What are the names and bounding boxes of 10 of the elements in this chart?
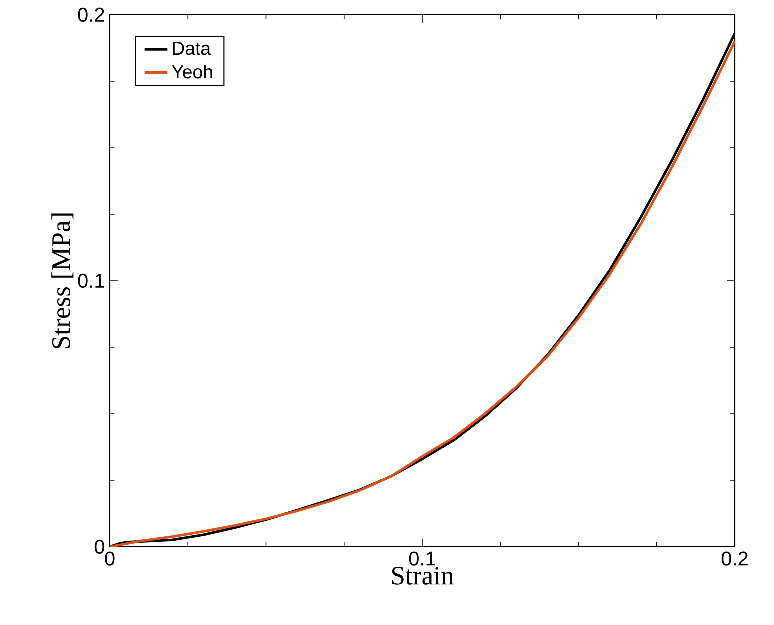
legend-label: Data: [173, 42, 212, 56]
x-tick-label: 0.1: [409, 552, 436, 566]
x-tick-label: 0.2: [722, 552, 748, 566]
x-tick-label: 0: [105, 552, 115, 566]
y-tick-label: 0: [94, 540, 104, 554]
legend-label: Yeoh: [172, 64, 212, 79]
y-tick-label: 0.1: [78, 274, 104, 288]
y-axis-title: Stress [MPa]: [52, 214, 74, 348]
y-tick-label: 0.2: [78, 8, 104, 22]
x-axis-title: Strain: [392, 567, 454, 585]
